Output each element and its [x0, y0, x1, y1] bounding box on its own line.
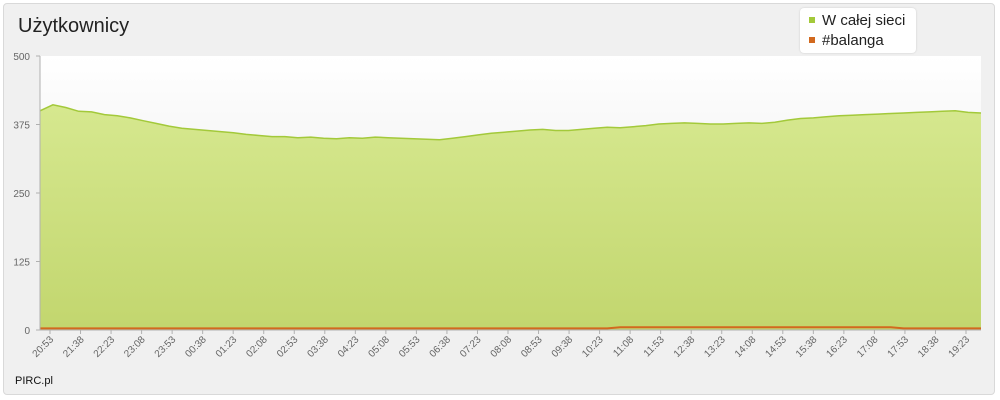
- x-tick-label: 02:08: [244, 334, 270, 360]
- series-area-network: [40, 104, 981, 330]
- x-tick-label: 17:08: [855, 334, 881, 360]
- legend-label-network: W całej sieci: [822, 11, 906, 29]
- series-line-balanga: [40, 326, 981, 330]
- x-tick-label: 17:53: [886, 334, 912, 360]
- legend-item-network[interactable]: W całej sieci: [809, 10, 905, 30]
- x-tick-label: 08:08: [489, 334, 515, 360]
- x-tick-label: 13:23: [702, 334, 728, 360]
- x-tick-label: 23:08: [122, 334, 148, 360]
- x-tick-label: 14:53: [763, 334, 789, 360]
- x-tick-label: 21:38: [61, 334, 87, 360]
- x-tick-label: 19:23: [947, 334, 973, 360]
- x-tick-label: 04:23: [336, 334, 362, 360]
- x-tick-label: 01:23: [214, 334, 240, 360]
- y-tick-label: 250: [13, 189, 30, 200]
- legend: W całej sieci #balanga: [800, 8, 916, 53]
- x-tick-label: 16:23: [825, 334, 851, 360]
- x-tick-label: 05:08: [367, 334, 393, 360]
- x-tick-label: 12:38: [672, 334, 698, 360]
- series-line-network: [39, 104, 982, 141]
- x-tick-label: 11:53: [642, 334, 667, 359]
- x-tick-label: 14:08: [733, 334, 759, 360]
- legend-swatch-network: [809, 17, 815, 23]
- x-tick-label: 02:53: [275, 334, 301, 360]
- x-tick-label: 08:53: [519, 334, 545, 360]
- y-tick-label: 375: [13, 121, 30, 132]
- x-tick-label: 15:38: [794, 334, 820, 360]
- legend-item-balanga[interactable]: #balanga: [809, 30, 884, 50]
- y-tick-label: 500: [13, 52, 30, 63]
- x-tick-label: 10:23: [580, 334, 606, 360]
- x-tick-label: 09:38: [550, 334, 576, 360]
- x-tick-label: 00:38: [183, 334, 209, 360]
- footer-source: PIRC.pl: [15, 375, 53, 387]
- legend-swatch-balanga: [809, 37, 815, 43]
- x-tick-label: 06:38: [428, 334, 454, 360]
- x-tick-label: 23:53: [153, 334, 179, 360]
- y-tick-label: 0: [24, 326, 30, 337]
- x-tick-label: 07:23: [458, 334, 484, 360]
- x-tick-label: 22:23: [92, 334, 118, 360]
- x-tick-label: 03:38: [305, 334, 331, 360]
- x-tick-label: 20:53: [31, 334, 57, 360]
- legend-label-balanga: #balanga: [822, 31, 884, 49]
- x-tick-label: 05:53: [397, 334, 423, 360]
- y-tick-label: 125: [13, 258, 30, 269]
- x-tick-label: 11:08: [611, 334, 636, 359]
- chart-title: Użytkownicy: [18, 15, 130, 37]
- x-tick-label: 18:38: [916, 334, 942, 360]
